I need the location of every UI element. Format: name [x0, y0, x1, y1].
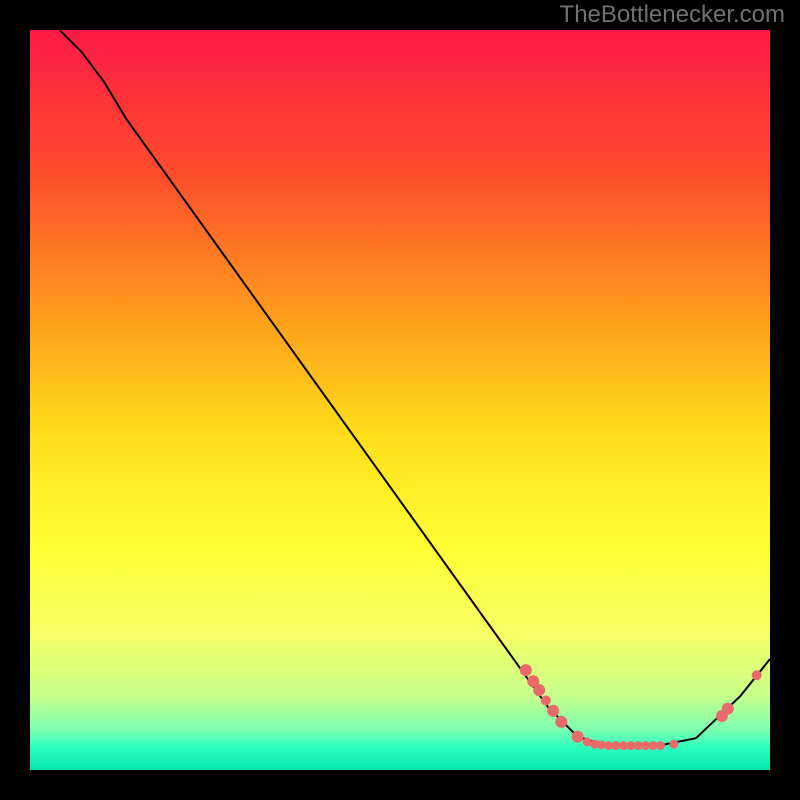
curve-marker — [752, 670, 762, 680]
curve-marker — [555, 716, 567, 728]
curve-marker — [547, 705, 559, 717]
bottleneck-chart: TheBottlenecker.com — [0, 0, 800, 800]
curve-marker — [533, 684, 545, 696]
curve-marker — [572, 731, 584, 743]
watermark-text: TheBottlenecker.com — [560, 1, 785, 28]
curve-marker — [541, 695, 551, 705]
curve-marker — [669, 740, 678, 749]
curve-marker — [520, 664, 532, 676]
curve-marker — [656, 741, 665, 750]
curve-marker — [722, 703, 734, 715]
